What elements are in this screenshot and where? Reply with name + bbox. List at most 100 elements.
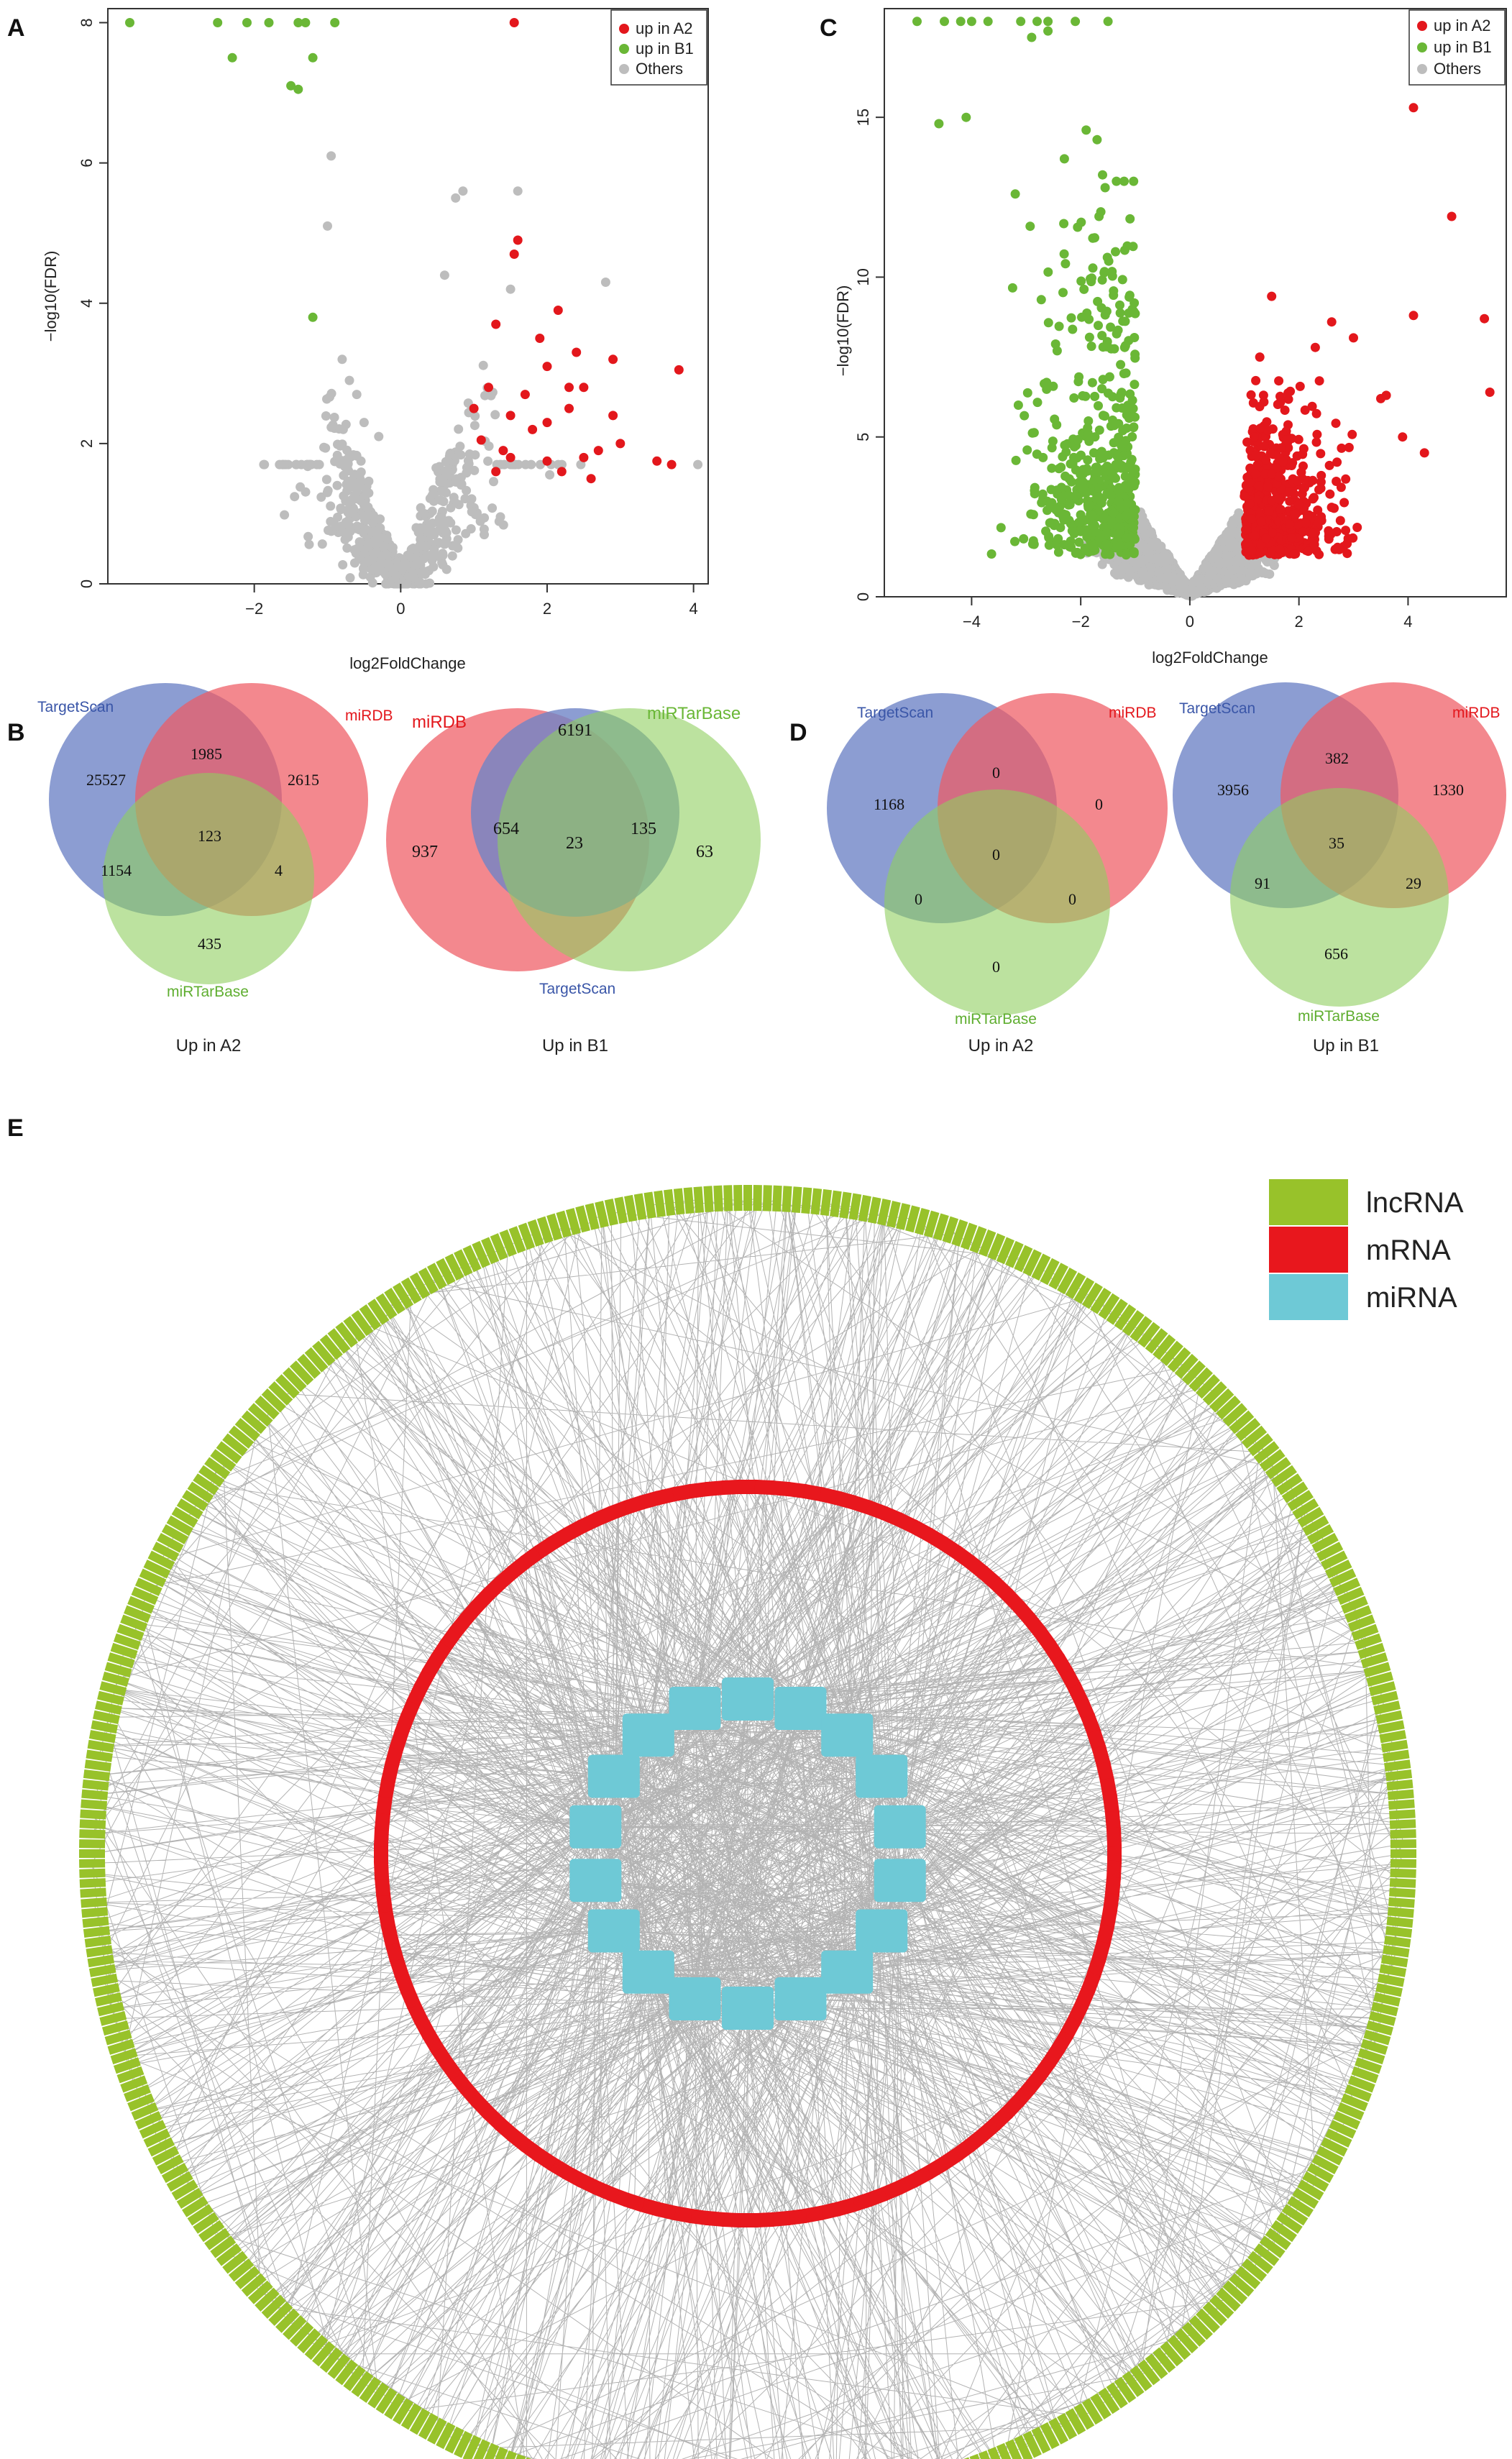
lncrna-node-2	[1390, 1868, 1416, 1878]
a-point-grey-327	[303, 531, 313, 541]
lncrna-node-319	[782, 1186, 792, 1212]
a-point-grey-622	[458, 186, 468, 196]
c-point-green-0	[1076, 276, 1086, 286]
venn-d-right-label-mirtarbase: miRTarBase	[1298, 1008, 1380, 1025]
c-point-grey-2168	[1221, 536, 1231, 546]
a-point-grey-556	[339, 491, 349, 501]
venn-b-left-ac: 1154	[101, 861, 132, 879]
venn-d-left-label-targetscan: TargetScan	[857, 705, 933, 721]
c-point-green-378	[1099, 513, 1109, 523]
venn-b-right-circle-mirtarbase	[498, 708, 761, 971]
c-point-green-486	[1050, 339, 1060, 349]
a-point-grey-393	[486, 390, 496, 400]
c-point-green-456	[1051, 505, 1061, 515]
a-point-green-10	[293, 84, 303, 94]
legend-label-lncrna: lncRNA	[1366, 1187, 1464, 1219]
c-point-red-590	[1250, 432, 1259, 442]
c-point-grey-1925	[1112, 555, 1122, 565]
c-point-red-300	[1336, 482, 1346, 493]
lncrna-node-206	[80, 1887, 106, 1898]
a-point-grey-431	[337, 456, 347, 466]
c-point-green-459	[1109, 286, 1119, 296]
c-point-green-139	[1050, 414, 1060, 424]
venn-d-right-ac: 91	[1255, 874, 1270, 892]
a-point-grey-628	[337, 354, 347, 365]
c-point-green-495	[1121, 368, 1131, 378]
venn-b-left-only-c: 435	[198, 935, 221, 953]
venn-d-right-label-mirdb: miRDB	[1452, 705, 1500, 721]
a-point-grey-371	[475, 516, 485, 526]
lncrna-node-318	[772, 1185, 782, 1212]
c-xtick-label-1: −2	[1072, 613, 1090, 631]
venn-b-left-caption: Up in A2	[176, 1036, 242, 1056]
a-point-grey-599	[421, 541, 431, 551]
c-point-red-422	[1295, 381, 1305, 391]
c-point-red-624	[1485, 388, 1495, 397]
c-ytick-label-3: 15	[854, 109, 872, 126]
a-point-grey-600	[371, 548, 381, 558]
c-point-green-199	[1098, 375, 1108, 385]
c-point-red-159	[1342, 549, 1352, 559]
c-point-green-531	[1046, 518, 1055, 528]
c-xtick-label-4: 4	[1403, 613, 1412, 631]
c-point-green-541	[940, 17, 949, 27]
a-point-grey-609	[406, 552, 416, 562]
a-point-red-19	[528, 424, 538, 434]
c-point-green-454	[1125, 389, 1135, 399]
mirna-node-13	[569, 1859, 622, 1902]
mirna-node-11	[622, 1950, 674, 1994]
a-point-red-12	[579, 383, 589, 393]
venn-d-left-only-b: 0	[1095, 795, 1103, 813]
c-point-green-250	[1007, 283, 1017, 293]
lncrna-node-418	[1390, 1829, 1416, 1839]
c-point-green-438	[1011, 455, 1021, 465]
a-xtick-label-2: 2	[543, 600, 551, 618]
lncrna-node-419	[1390, 1839, 1416, 1849]
c-point-red-122	[1341, 474, 1351, 484]
a-point-green-7	[227, 52, 237, 63]
c-point-green-542	[956, 17, 966, 27]
c-point-red-508	[1332, 542, 1342, 552]
a-point-grey-598	[290, 492, 300, 502]
c-point-red-480	[1311, 437, 1321, 447]
c-point-green-519	[1120, 472, 1130, 481]
a-point-grey-352	[332, 480, 342, 490]
c-point-green-373	[1087, 273, 1096, 283]
c-point-red-609	[1247, 546, 1257, 556]
a-point-grey-611	[446, 448, 455, 458]
c-point-green-516	[1058, 511, 1068, 521]
a-point-grey-489	[349, 470, 359, 480]
a-point-grey-334	[490, 410, 500, 420]
c-point-green-435	[1121, 482, 1130, 493]
venn-b-right-only-c: 63	[696, 843, 713, 861]
venn-b-left-label-targetscan: TargetScan	[37, 699, 114, 715]
c-point-green-291	[1029, 428, 1039, 438]
c-point-green-277	[1111, 247, 1120, 257]
mirna-node-5	[874, 1859, 926, 1902]
a-point-grey-591	[317, 539, 327, 549]
c-point-green-417	[1030, 482, 1040, 493]
c-point-green-555	[1092, 134, 1102, 145]
c-point-red-632	[1419, 448, 1429, 458]
c-point-green-505	[1036, 295, 1046, 305]
c-point-grey-2391	[1194, 585, 1204, 595]
c-point-grey-2393	[1137, 539, 1147, 549]
c-point-red-606	[1250, 531, 1260, 541]
c-xtick-label-0: −4	[963, 613, 981, 631]
a-point-red-27	[666, 459, 677, 470]
venn-b-right-caption: Up in B1	[542, 1036, 608, 1056]
c-point-green-520	[1086, 342, 1096, 352]
mrna-node-139	[1106, 1827, 1122, 1847]
legend-c-dot-green	[1417, 42, 1427, 52]
c-point-green-481	[1130, 412, 1140, 422]
a-point-grey-370	[420, 569, 430, 580]
c-point-green-514	[1111, 459, 1121, 470]
c-point-red-82	[1344, 442, 1354, 452]
a-point-grey-617	[382, 534, 392, 544]
c-ytick-label-1: 5	[854, 433, 872, 441]
a-point-grey-574	[413, 527, 423, 537]
c-point-green-471	[1078, 391, 1088, 400]
c-point-green-546	[1032, 17, 1042, 27]
c-point-red-625	[1267, 291, 1277, 301]
legend-label-mrna: mRNA	[1366, 1235, 1451, 1266]
